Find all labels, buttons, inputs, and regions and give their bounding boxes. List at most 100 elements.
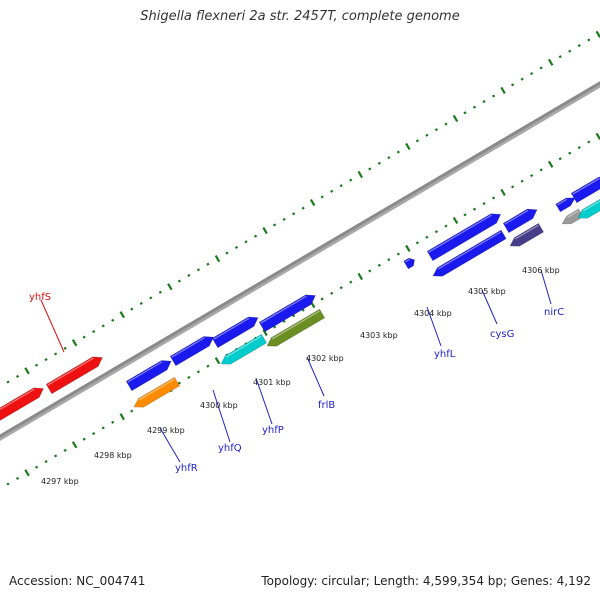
reverse-gene-yhfR	[133, 376, 181, 408]
inner-ring-minor-tick	[539, 168, 543, 172]
inner-ring-major-tick	[24, 469, 30, 477]
forward-gene	[570, 176, 600, 204]
outer-ring-minor-tick	[101, 324, 105, 328]
reverse-gene-cysG	[432, 229, 507, 277]
inner-ring-minor-tick	[111, 420, 115, 424]
inner-ring-minor-tick	[187, 375, 191, 380]
forward-gene-shape	[258, 294, 316, 333]
map-title: Shigella flexneri 2a str. 2457T, complet…	[140, 9, 460, 24]
label-lines	[40, 269, 552, 463]
outer-ring-major-tick	[452, 114, 459, 123]
leader-line-cysG	[481, 289, 498, 325]
reverse-gene-yhfR-shape	[133, 376, 181, 408]
outer-ring-minor-tick	[301, 206, 305, 210]
inner-ring-minor-tick	[320, 297, 324, 301]
inner-ring-minor-tick	[491, 196, 496, 200]
outer-ring-minor-tick	[92, 329, 96, 334]
reverse-gene-frlB-highlight	[271, 310, 320, 340]
reverse-gene-cysG-shape	[432, 229, 507, 277]
reverse-gene-yhfR-highlight	[138, 378, 175, 401]
outer-ring-minor-tick	[415, 139, 419, 143]
gene-features	[0, 176, 600, 421]
forward-gene	[426, 213, 502, 262]
outer-ring-minor-tick	[368, 167, 372, 171]
gene-label-yhfS: yhfS	[29, 292, 51, 303]
reverse-gene-cysG-highlight	[437, 231, 502, 270]
inner-ring-minor-tick	[377, 263, 381, 267]
forward-gene-highlight	[47, 357, 94, 386]
inner-ring-major-tick	[262, 329, 268, 337]
inner-ring-minor-tick	[349, 280, 353, 284]
forward-gene-highlight	[213, 317, 250, 340]
kbp-label: 4302 kbp	[306, 354, 344, 363]
outer-ring-minor-tick	[149, 296, 153, 300]
outer-ring-minor-tick	[253, 234, 258, 238]
leader-line-yhfP	[255, 377, 273, 425]
genome-backbone	[0, 81, 600, 442]
inner-ring-minor-tick	[368, 269, 372, 273]
forward-gene-shape	[555, 197, 576, 213]
inner-ring-minor-tick	[415, 241, 419, 245]
outer-ring-minor-tick	[511, 83, 515, 87]
leader-line-yhfS	[40, 299, 65, 353]
inner-ring-minor-tick	[101, 426, 105, 430]
kbp-label: 4303 kbp	[360, 331, 398, 340]
outer-ring-minor-tick	[434, 128, 439, 132]
gene-label-yhfR: yhfR	[175, 463, 198, 474]
outer-ring-minor-tick	[482, 100, 486, 104]
outer-ring-major-tick	[595, 30, 600, 38]
outer-ring-minor-tick	[558, 55, 562, 59]
forward-gene-shape	[0, 387, 44, 421]
outer-ring-minor-tick	[320, 195, 324, 199]
gene-label-yhfP: yhfP	[262, 425, 284, 436]
outer-ring-minor-tick	[539, 66, 543, 70]
outer-ring-minor-tick	[396, 150, 400, 154]
kbp-labels: 4297 kbp 4298 kbp 4299 kbp 4300 kbp 4301 kbp…	[41, 266, 560, 486]
inner-ring-minor-tick	[15, 476, 20, 480]
outer-ring-major-tick	[500, 86, 506, 94]
inner-ring-minor-tick	[425, 235, 429, 239]
kbp-label: 4305 kbp	[468, 287, 506, 296]
outer-ring-minor-tick	[520, 77, 524, 81]
gene-labels: yhfS yhfR yhfQ yhfP frlB yhfL cysG nirC	[29, 292, 564, 474]
forward-gene-shape	[45, 356, 103, 395]
inner-ring-minor-tick	[92, 431, 96, 436]
outer-ring-minor-tick	[425, 133, 429, 137]
outer-ring-major-tick	[547, 58, 554, 66]
gene-label-yhfQ: yhfQ	[218, 443, 242, 454]
inner-ring-minor-tick	[463, 213, 467, 217]
inner-ring-minor-tick	[292, 314, 296, 318]
reverse-gene-nirC	[509, 223, 544, 247]
kbp-label: 4301 kbp	[253, 378, 291, 387]
outer-ring-minor-tick	[292, 212, 296, 216]
inner-ring-minor-tick	[587, 140, 591, 144]
forward-gene	[555, 197, 576, 213]
inner-ring-minor-tick	[82, 437, 86, 441]
forward-gene-highlight	[428, 214, 493, 253]
reverse-gene-shape	[577, 198, 600, 219]
inner-ring-minor-tick	[301, 308, 305, 312]
inner-ring-major-tick	[214, 357, 221, 365]
forward-gene-shape	[502, 208, 538, 234]
inner-ring-minor-tick	[434, 230, 439, 234]
inner-ring-minor-tick	[339, 286, 343, 290]
forward-gene	[403, 257, 415, 270]
outer-tick-ring	[6, 30, 600, 384]
forward-gene-highlight	[127, 361, 163, 383]
leader-line-yhfL	[426, 306, 442, 347]
forward-gene	[211, 316, 259, 349]
forward-gene-shape	[426, 213, 502, 262]
reverse-gene-frlB-shape	[266, 308, 326, 347]
inner-ring-major-tick	[405, 244, 411, 253]
reverse-gene-yhfP-shape	[220, 333, 268, 365]
outer-ring-major-tick	[357, 170, 363, 179]
leader-line-yhfR	[159, 427, 181, 463]
inner-ring-minor-tick	[206, 364, 210, 368]
leader-line-frlB	[306, 356, 325, 397]
outer-ring-minor-tick	[330, 189, 334, 193]
forward-gene-highlight	[557, 198, 568, 206]
outer-ring-minor-tick	[111, 318, 115, 322]
outer-ring-minor-tick	[472, 105, 477, 109]
outer-ring-minor-tick	[6, 380, 10, 384]
inner-ring-minor-tick	[177, 381, 181, 385]
